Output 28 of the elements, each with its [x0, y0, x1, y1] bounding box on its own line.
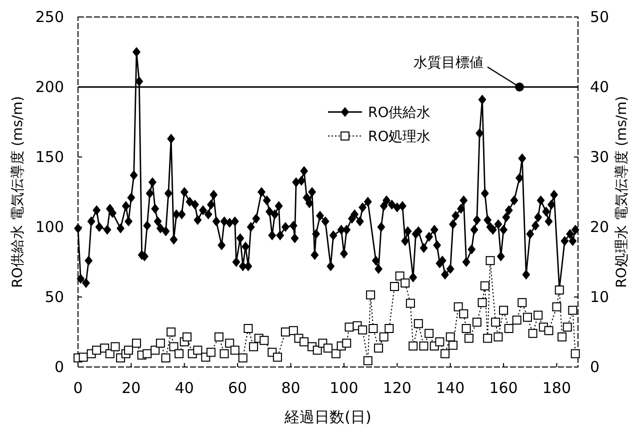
y-tick-label: 150 — [35, 148, 64, 166]
y2-tick-label: 50 — [590, 8, 610, 26]
y-tick-label: 0 — [54, 358, 64, 376]
legend-label: RO処理水 — [368, 129, 431, 145]
x-tick-label: 180 — [542, 379, 572, 397]
y2-tick-label: 0 — [590, 358, 600, 376]
y2-tick-label: 40 — [590, 78, 610, 96]
y-tick-label: 250 — [35, 8, 64, 26]
x-tick-label: 0 — [73, 379, 83, 397]
x-tick-label: 40 — [174, 379, 194, 397]
x-tick-label: 80 — [281, 379, 300, 397]
legend-label: RO供給水 — [368, 105, 431, 121]
y-axis-title: RO供給水 電気伝導度 (ms/m) — [10, 96, 26, 288]
x-tick-label: 100 — [330, 379, 358, 397]
y-tick-label: 50 — [44, 288, 64, 306]
y2-tick-label: 10 — [590, 288, 610, 306]
x-tick-label: 160 — [489, 379, 518, 397]
y-tick-label: 200 — [35, 78, 64, 96]
annotation: 水質目標値 — [413, 55, 484, 71]
x-tick-label: 140 — [436, 379, 465, 397]
x-tick-label: 60 — [228, 379, 248, 397]
x-axis-title: 経過日数(日) — [284, 408, 372, 426]
y2-axis-title: RO処理水 電気伝導度 (ms/m) — [614, 96, 630, 288]
y2-tick-label: 30 — [590, 148, 610, 166]
y2-tick-label: 20 — [590, 218, 610, 236]
x-tick-label: 20 — [122, 379, 141, 397]
y-tick-label: 100 — [35, 218, 64, 236]
x-tick-label: 120 — [382, 379, 412, 397]
